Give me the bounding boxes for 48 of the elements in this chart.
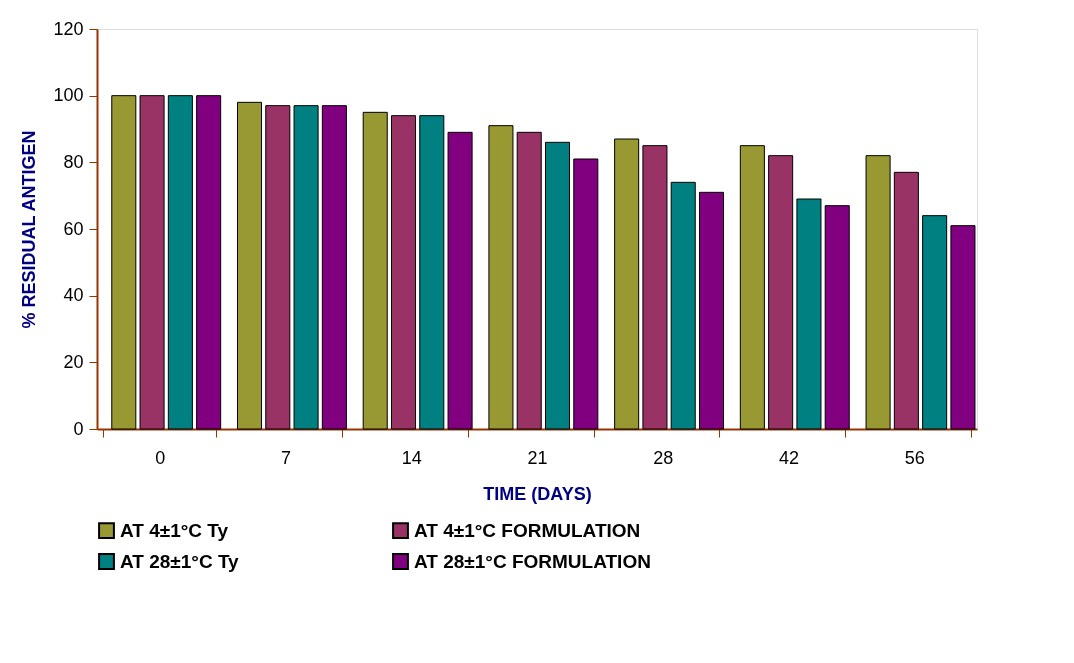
bar <box>642 145 668 430</box>
x-tick-label: 42 <box>778 447 799 468</box>
bar <box>447 131 473 430</box>
bar <box>893 171 919 430</box>
bar <box>321 105 347 430</box>
bar <box>698 191 725 430</box>
x-tick-label: 21 <box>527 447 548 468</box>
bar <box>950 225 976 430</box>
y-tick-label: 0 <box>73 418 84 439</box>
bar <box>796 198 822 430</box>
bar <box>196 95 222 430</box>
bar <box>739 145 765 430</box>
x-tick-label: 7 <box>281 447 292 468</box>
y-tick-label: 40 <box>63 285 84 306</box>
bar <box>265 105 291 430</box>
y-axis-title: % RESIDUAL ANTIGEN <box>19 130 40 329</box>
bar <box>544 141 571 430</box>
x-tick-label: 0 <box>155 447 166 468</box>
x-tick-label: 14 <box>401 447 422 468</box>
bar <box>922 215 948 430</box>
bar <box>362 111 388 430</box>
bar <box>614 138 640 430</box>
bar <box>488 125 514 430</box>
y-tick-label: 100 <box>53 85 84 106</box>
legend-label: AT 4±1°C FORMULATION <box>414 519 641 541</box>
bar <box>167 95 193 430</box>
bar <box>111 95 137 430</box>
y-tick-label: 80 <box>63 151 84 172</box>
legend-label: AT 28±1°C FORMULATION <box>414 550 651 572</box>
y-tick-label: 60 <box>63 218 84 239</box>
bar <box>139 95 165 430</box>
y-tick-label: 120 <box>53 18 84 39</box>
bar <box>516 131 542 430</box>
x-axis-title: TIME (DAYS) <box>483 483 592 504</box>
legend-label: AT 28±1°C Ty <box>120 550 240 572</box>
x-tick-label: 56 <box>904 447 925 468</box>
bar <box>573 158 599 430</box>
bar <box>768 155 794 430</box>
x-tick-label: 28 <box>653 447 674 468</box>
bar <box>390 115 417 430</box>
bar <box>419 115 445 430</box>
legend-label: AT 4±1°C Ty <box>120 519 229 541</box>
y-tick-label: 20 <box>63 351 84 372</box>
bar <box>670 181 696 430</box>
bar <box>236 101 263 430</box>
bar <box>293 105 319 430</box>
bar <box>824 205 850 430</box>
bar <box>865 155 891 430</box>
